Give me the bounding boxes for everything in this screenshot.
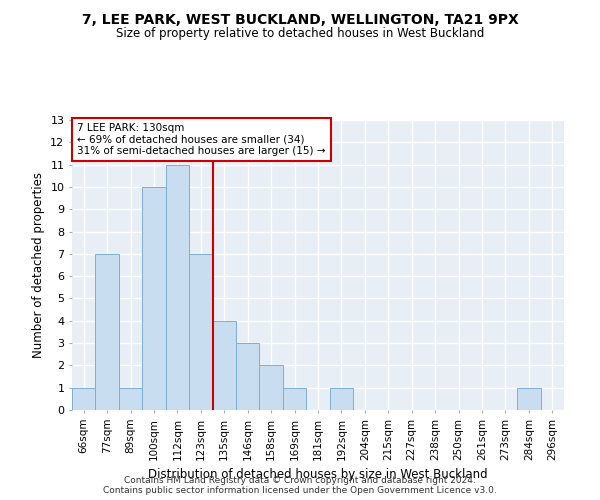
- Text: 7, LEE PARK, WEST BUCKLAND, WELLINGTON, TA21 9PX: 7, LEE PARK, WEST BUCKLAND, WELLINGTON, …: [82, 12, 518, 26]
- Bar: [259, 366, 283, 410]
- Bar: [142, 187, 166, 410]
- Bar: [166, 164, 189, 410]
- Bar: [236, 343, 259, 410]
- Text: Size of property relative to detached houses in West Buckland: Size of property relative to detached ho…: [116, 28, 484, 40]
- Bar: [119, 388, 142, 410]
- Text: 7 LEE PARK: 130sqm
← 69% of detached houses are smaller (34)
31% of semi-detache: 7 LEE PARK: 130sqm ← 69% of detached hou…: [77, 123, 325, 156]
- Text: Contains HM Land Registry data © Crown copyright and database right 2024.
Contai: Contains HM Land Registry data © Crown c…: [103, 476, 497, 495]
- Bar: [72, 388, 95, 410]
- Bar: [283, 388, 306, 410]
- Bar: [189, 254, 212, 410]
- Bar: [517, 388, 541, 410]
- Y-axis label: Number of detached properties: Number of detached properties: [32, 172, 44, 358]
- Bar: [95, 254, 119, 410]
- Bar: [330, 388, 353, 410]
- X-axis label: Distribution of detached houses by size in West Buckland: Distribution of detached houses by size …: [148, 468, 488, 481]
- Bar: [212, 321, 236, 410]
